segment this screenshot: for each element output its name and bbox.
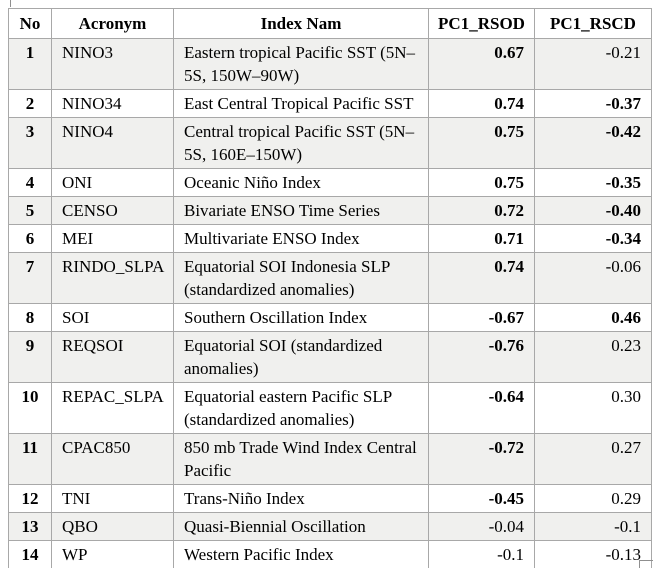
- cell-pc1-rsod: 0.71: [428, 224, 535, 253]
- cell-pc1-rscd: -0.1: [534, 512, 652, 541]
- table-row: 7 RINDO_SLPA Equatorial SOI Indonesia SL…: [8, 252, 652, 304]
- cell-acronym: CPAC850: [51, 433, 174, 485]
- table-row: 9 REQSOI Equatorial SOI (standardized an…: [8, 331, 652, 383]
- page-edge-mark-bottom-right: [639, 560, 653, 568]
- table-body: 1 NINO3 Eastern tropical Pacific SST (5N…: [8, 38, 652, 568]
- table-row: 14 WP Western Pacific Index -0.1 -0.13: [8, 540, 652, 568]
- cell-pc1-rsod: 0.74: [428, 252, 535, 304]
- cell-index-name: Southern Oscillation Index: [173, 303, 429, 332]
- cell-pc1-rsod: 0.67: [428, 38, 535, 90]
- cell-pc1-rscd: -0.37: [534, 89, 652, 118]
- column-header-pc1-rscd: PC1_RSCD: [534, 8, 652, 39]
- column-header-pc1-rsod: PC1_RSOD: [428, 8, 535, 39]
- table-row: 12 TNI Trans-Niño Index -0.45 0.29: [8, 484, 652, 513]
- cell-acronym: SOI: [51, 303, 174, 332]
- table-header-row: No Acronym Index Nam PC1_RSOD PC1_RSCD: [8, 8, 652, 39]
- cell-pc1-rsod: -0.45: [428, 484, 535, 513]
- cell-index-name: Oceanic Niño Index: [173, 168, 429, 197]
- cell-acronym: MEI: [51, 224, 174, 253]
- cell-acronym: QBO: [51, 512, 174, 541]
- table-row: 6 MEI Multivariate ENSO Index 0.71 -0.34: [8, 224, 652, 253]
- cell-pc1-rsod: -0.72: [428, 433, 535, 485]
- cell-no: 2: [8, 89, 52, 118]
- table-row: 4 ONI Oceanic Niño Index 0.75 -0.35: [8, 168, 652, 197]
- table-row: 2 NINO34 East Central Tropical Pacific S…: [8, 89, 652, 118]
- table-row: 5 CENSO Bivariate ENSO Time Series 0.72 …: [8, 196, 652, 225]
- table-row: 1 NINO3 Eastern tropical Pacific SST (5N…: [8, 38, 652, 90]
- cell-no: 7: [8, 252, 52, 304]
- cell-no: 10: [8, 382, 52, 434]
- cell-pc1-rsod: -0.04: [428, 512, 535, 541]
- cell-acronym: NINO34: [51, 89, 174, 118]
- cell-index-name: Quasi-Biennial Oscillation: [173, 512, 429, 541]
- cell-index-name: Equatorial SOI (standardized anomalies): [173, 331, 429, 383]
- cell-index-name: Equatorial SOI Indonesia SLP (standardiz…: [173, 252, 429, 304]
- cell-pc1-rscd: -0.06: [534, 252, 652, 304]
- column-header-acronym: Acronym: [51, 8, 174, 39]
- cell-pc1-rsod: 0.75: [428, 168, 535, 197]
- cell-acronym: NINO4: [51, 117, 174, 169]
- cell-acronym: TNI: [51, 484, 174, 513]
- cell-pc1-rscd: 0.27: [534, 433, 652, 485]
- cell-index-name: 850 mb Trade Wind Index Central Pacific: [173, 433, 429, 485]
- table-row: 13 QBO Quasi-Biennial Oscillation -0.04 …: [8, 512, 652, 541]
- cell-no: 14: [8, 540, 52, 568]
- page-edge-mark-top-left: [10, 0, 11, 7]
- cell-index-name: Eastern tropical Pacific SST (5N–5S, 150…: [173, 38, 429, 90]
- column-header-index-nam: Index Nam: [173, 8, 429, 39]
- cell-no: 1: [8, 38, 52, 90]
- cell-acronym: NINO3: [51, 38, 174, 90]
- cell-index-name: Trans-Niño Index: [173, 484, 429, 513]
- cell-index-name: Equatorial eastern Pacific SLP (standard…: [173, 382, 429, 434]
- cell-pc1-rscd: -0.35: [534, 168, 652, 197]
- cell-pc1-rsod: -0.76: [428, 331, 535, 383]
- cell-pc1-rscd: -0.21: [534, 38, 652, 90]
- cell-pc1-rsod: 0.72: [428, 196, 535, 225]
- cell-acronym: REQSOI: [51, 331, 174, 383]
- column-header-no: No: [8, 8, 52, 39]
- cell-pc1-rsod: 0.75: [428, 117, 535, 169]
- cell-no: 12: [8, 484, 52, 513]
- cell-index-name: East Central Tropical Pacific SST: [173, 89, 429, 118]
- cell-pc1-rscd: 0.46: [534, 303, 652, 332]
- cell-pc1-rsod: -0.64: [428, 382, 535, 434]
- cell-acronym: RINDO_SLPA: [51, 252, 174, 304]
- cell-pc1-rscd: 0.30: [534, 382, 652, 434]
- cell-acronym: ONI: [51, 168, 174, 197]
- cell-no: 6: [8, 224, 52, 253]
- cell-no: 13: [8, 512, 52, 541]
- cell-pc1-rsod: -0.1: [428, 540, 535, 568]
- cell-no: 9: [8, 331, 52, 383]
- cell-acronym: CENSO: [51, 196, 174, 225]
- cell-pc1-rscd: 0.23: [534, 331, 652, 383]
- cell-pc1-rscd: -0.13: [534, 540, 652, 568]
- cell-acronym: WP: [51, 540, 174, 568]
- cell-pc1-rscd: -0.40: [534, 196, 652, 225]
- cell-index-name: Multivariate ENSO Index: [173, 224, 429, 253]
- cell-no: 5: [8, 196, 52, 225]
- table-row: 3 NINO4 Central tropical Pacific SST (5N…: [8, 117, 652, 169]
- cell-index-name: Bivariate ENSO Time Series: [173, 196, 429, 225]
- table-row: 8 SOI Southern Oscillation Index -0.67 0…: [8, 303, 652, 332]
- table-row: 11 CPAC850 850 mb Trade Wind Index Centr…: [8, 433, 652, 485]
- cell-no: 3: [8, 117, 52, 169]
- cell-no: 4: [8, 168, 52, 197]
- cell-pc1-rscd: 0.29: [534, 484, 652, 513]
- enso-index-table: No Acronym Index Nam PC1_RSOD PC1_RSCD 1…: [8, 8, 652, 568]
- cell-index-name: Western Pacific Index: [173, 540, 429, 568]
- table-row: 10 REPAC_SLPA Equatorial eastern Pacific…: [8, 382, 652, 434]
- cell-no: 11: [8, 433, 52, 485]
- cell-no: 8: [8, 303, 52, 332]
- cell-acronym: REPAC_SLPA: [51, 382, 174, 434]
- cell-index-name: Central tropical Pacific SST (5N–5S, 160…: [173, 117, 429, 169]
- cell-pc1-rscd: -0.42: [534, 117, 652, 169]
- cell-pc1-rscd: -0.34: [534, 224, 652, 253]
- cell-pc1-rsod: -0.67: [428, 303, 535, 332]
- cell-pc1-rsod: 0.74: [428, 89, 535, 118]
